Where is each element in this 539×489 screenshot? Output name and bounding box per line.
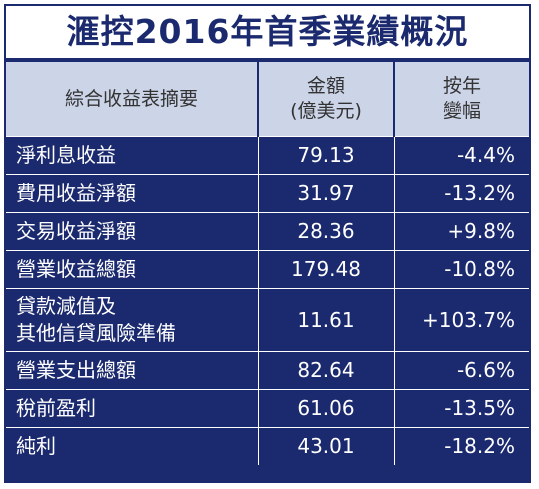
table-row: 營業收益總額 179.48 -10.8% — [6, 250, 529, 289]
amount-cell: 28.36 — [257, 212, 394, 251]
table-row: 純利 43.01 -18.2% — [6, 427, 529, 465]
header-row: 綜合收益表摘要 金額 (億美元) 按年變幅 — [6, 58, 529, 137]
item-label: 營業收益總額 — [16, 257, 136, 281]
change-cell: -18.2% — [393, 427, 529, 465]
header-text: 按年 — [442, 75, 481, 97]
change-cell: -6.6% — [393, 351, 529, 390]
amount-cell: 82.64 — [257, 351, 394, 390]
item-label: 費用收益淨額 — [16, 181, 136, 205]
title: 滙控2016年首季業績概況 — [6, 6, 529, 58]
header-text: 金額 — [306, 75, 345, 97]
header-text: 綜合收益表摘要 — [64, 87, 198, 110]
item-cell: 交易收益淨額 — [6, 212, 258, 251]
item-label: 其他信貸風險準備 — [16, 321, 176, 345]
change-cell: +103.7% — [393, 288, 529, 352]
amount-cell: 11.61 — [257, 288, 394, 352]
table-body: 淨利息收益 79.13 -4.4% 費用收益淨額 31.97 -13.2% 交易收益淨額 28… — [6, 136, 529, 465]
table-row: 費用收益淨額 31.97 -13.2% — [6, 174, 529, 213]
table-frame: 滙控2016年首季業績概況 綜合收益表摘要 金額 (億美元) 按年變幅 淨利息收益 79… — [4, 4, 531, 483]
header-cell: 按年 變幅 — [393, 58, 529, 137]
amount-cell: 79.13 — [257, 136, 394, 175]
change-cell: -13.5% — [393, 389, 529, 428]
table-row: 淨利息收益 79.13 -4.4% — [6, 136, 529, 175]
header-text: (億美元) — [290, 100, 362, 122]
change-cell: -13.2% — [393, 174, 529, 213]
table-row: 貸款減值及 其他信貸風險準備 11.61 +103.7% — [6, 288, 529, 352]
amount-cell: 179.48 — [257, 250, 394, 289]
change-cell: -10.8% — [393, 250, 529, 289]
table-row: 交易收益淨額 28.36 +9.8% — [6, 212, 529, 251]
table-row: 稅前盈利 61.06 -13.5% — [6, 389, 529, 428]
amount-cell: 43.01 — [257, 427, 394, 465]
item-label: 淨利息收益 — [16, 143, 116, 167]
header-cell: 金額 (億美元) — [257, 58, 394, 137]
item-cell: 貸款減值及其他信貸風險準備 — [6, 288, 258, 352]
header-text: 變幅 — [442, 100, 481, 122]
item-cell: 營業支出總額 — [6, 351, 258, 390]
change-cell: -4.4% — [393, 136, 529, 175]
summary-table: 綜合收益表摘要 金額 (億美元) 按年 變幅 淨利息收益 79.13 -4.4% 費用收益淨額… — [6, 58, 529, 465]
table-row: 營業支出總額 82.64 -6.6% — [6, 351, 529, 390]
item-cell: 費用收益淨額 — [6, 174, 258, 213]
item-label: 交易收益淨額 — [16, 219, 136, 243]
header-cell: 綜合收益表摘要 — [6, 58, 258, 137]
amount-cell: 61.06 — [257, 389, 394, 428]
item-label: 純利 — [16, 434, 56, 458]
item-cell: 淨利息收益 — [6, 136, 258, 175]
item-label: 稅前盈利 — [16, 396, 96, 420]
item-label: 營業支出總額 — [16, 358, 136, 382]
item-cell: 純利 — [6, 427, 258, 465]
item-label: 貸款減值及 — [16, 294, 116, 318]
item-cell: 稅前盈利 — [6, 389, 258, 428]
change-cell: +9.8% — [393, 212, 529, 251]
amount-cell: 31.97 — [257, 174, 394, 213]
item-cell: 營業收益總額 — [6, 250, 258, 289]
